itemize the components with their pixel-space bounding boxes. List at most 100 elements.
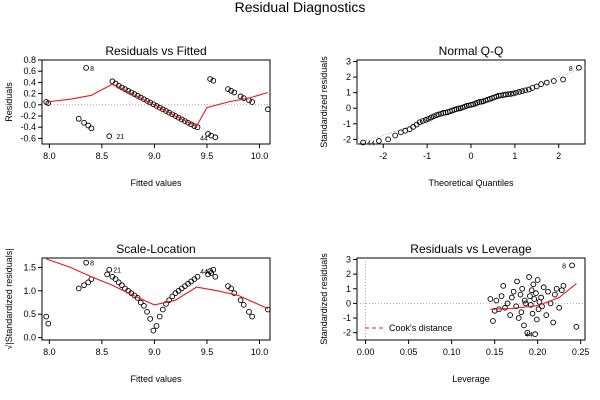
qq-data-point	[519, 88, 526, 94]
sl-title: Scale-Location	[116, 242, 195, 256]
rvl-data-point	[490, 318, 496, 324]
qq-data-point	[510, 90, 517, 97]
sl-data-point	[45, 320, 52, 327]
sl-data-point	[231, 290, 238, 296]
scale-location-panel: Scale-Location 8.0 8.5 9.0 9.5 10.0 0.0 0.5 1.0 1…	[4, 242, 271, 384]
rvl-y-tick-label: 0	[346, 298, 351, 308]
sl-data-point	[194, 273, 201, 280]
sl-data-point	[156, 313, 163, 320]
rvl-y-axis-label: Standardized residuals	[319, 253, 329, 345]
qq-data-point	[516, 89, 523, 95]
rvl-data-point	[534, 277, 541, 283]
rvl-data-point	[517, 291, 524, 298]
rvf-data-point	[175, 114, 182, 121]
rvl-data-point	[552, 291, 558, 298]
sl-data-point	[240, 302, 247, 308]
rvl-smooth-line	[490, 283, 577, 310]
rvf-data-point	[205, 131, 211, 137]
rvf-y-axis-label: Residuals	[4, 82, 14, 122]
qq-data-point	[385, 136, 391, 143]
qq-y-tick-label: 1	[346, 88, 351, 98]
qq-y-tick-label: 3	[346, 57, 351, 67]
qq-x-tick-label: -1	[423, 151, 431, 161]
rvl-data-point	[504, 300, 511, 307]
rvl-data-point	[514, 278, 520, 285]
sl-x-axis-label: Fitted values	[130, 374, 182, 384]
qq-data-point	[435, 111, 442, 118]
rvf-smooth-line	[46, 83, 269, 127]
sl-data-point	[265, 306, 271, 313]
rvf-data-point	[88, 125, 95, 132]
sl-data-point	[163, 301, 169, 307]
rvf-data-point	[249, 99, 255, 105]
rvf-data-point	[207, 76, 213, 82]
qq-data-point	[544, 79, 550, 86]
sl-data-point	[115, 279, 122, 286]
qq-data-point	[522, 87, 529, 94]
sl-data-point	[228, 285, 234, 292]
rvf-y-tick-label: 0.4	[23, 77, 36, 87]
qq-data-point	[422, 117, 429, 123]
rvf-data-point	[83, 64, 89, 71]
qq-x-axis-label: Theoretical Quantiles	[428, 178, 514, 188]
rvf-data-point	[75, 115, 82, 122]
rvl-data-point	[521, 297, 528, 304]
rvl-data-point	[545, 288, 551, 295]
qq-x-tick-label: 0	[468, 151, 473, 161]
rvf-data-point	[210, 77, 217, 84]
sl-data-point	[137, 299, 144, 306]
cooks-distance-legend-label: Cook's distance	[389, 323, 452, 333]
rvl-data-point	[543, 312, 550, 318]
sl-data-point	[237, 297, 244, 304]
rvf-data-point	[163, 108, 169, 114]
qq-data-point	[526, 86, 532, 93]
rvf-data-point	[156, 104, 163, 111]
sl-data-point	[150, 327, 157, 334]
rvl-data-point	[529, 310, 536, 317]
qq-data-point	[453, 106, 460, 112]
rvf-point-label: 44	[200, 135, 208, 142]
rvl-point-label: 44	[525, 332, 533, 339]
sl-point-label: 8	[90, 261, 94, 268]
rvl-data-point	[530, 281, 537, 288]
sl-point-label: 44	[200, 269, 208, 276]
rvf-data-point	[81, 119, 87, 126]
normal-qq-panel: Normal Q-Q -2 -1 0 1 2 -2 -1 0 1 2 3 Theoretical Qua…	[319, 44, 586, 188]
sl-data-point	[144, 309, 150, 315]
sl-data-point	[134, 294, 141, 301]
rvl-plot-frame	[356, 257, 586, 341]
sl-data-point	[112, 276, 119, 282]
residuals-vs-leverage-panel: Residuals vs Leverage 0.00 0.05 0.10 0.15 0.2…	[319, 242, 589, 384]
rvf-y-tick-label: -0.2	[20, 111, 36, 121]
rvl-y-tick-label: -2	[343, 328, 351, 338]
rvf-data-point	[237, 93, 244, 100]
sl-data-point	[43, 313, 50, 320]
rvl-data-point	[524, 329, 531, 336]
sl-data-point	[81, 282, 87, 289]
rvl-data-point	[527, 293, 533, 299]
rvl-y-tick-label: -1	[343, 313, 351, 323]
rvl-x-tick-label: 0.00	[357, 347, 375, 357]
qq-data-point	[551, 78, 557, 84]
sl-smooth-line	[46, 258, 269, 310]
qq-x-tick-label: -2	[379, 151, 387, 161]
sl-data-point	[246, 309, 252, 315]
sl-x-tick-label: 8.5	[96, 347, 109, 357]
rvf-data-point	[225, 86, 231, 92]
rvf-data-point	[212, 134, 219, 141]
qq-data-point	[560, 76, 566, 83]
sl-x-tick-label: 8.0	[43, 347, 56, 357]
rvl-data-point	[532, 331, 538, 337]
rvf-data-point	[45, 100, 52, 106]
rvl-data-point	[500, 282, 507, 289]
rvl-y-tick-label: 1	[346, 284, 351, 294]
rvl-data-point	[513, 303, 520, 310]
rvl-data-point	[521, 322, 527, 329]
qq-data-point	[502, 91, 509, 98]
rvl-data-point	[531, 296, 538, 302]
rvf-y-tick-label: 0.6	[23, 66, 36, 76]
rvf-point-label: 21	[116, 134, 124, 141]
qq-data-point	[538, 81, 545, 87]
qq-y-tick-label: 2	[346, 72, 351, 82]
sl-point-label: 21	[113, 268, 121, 275]
